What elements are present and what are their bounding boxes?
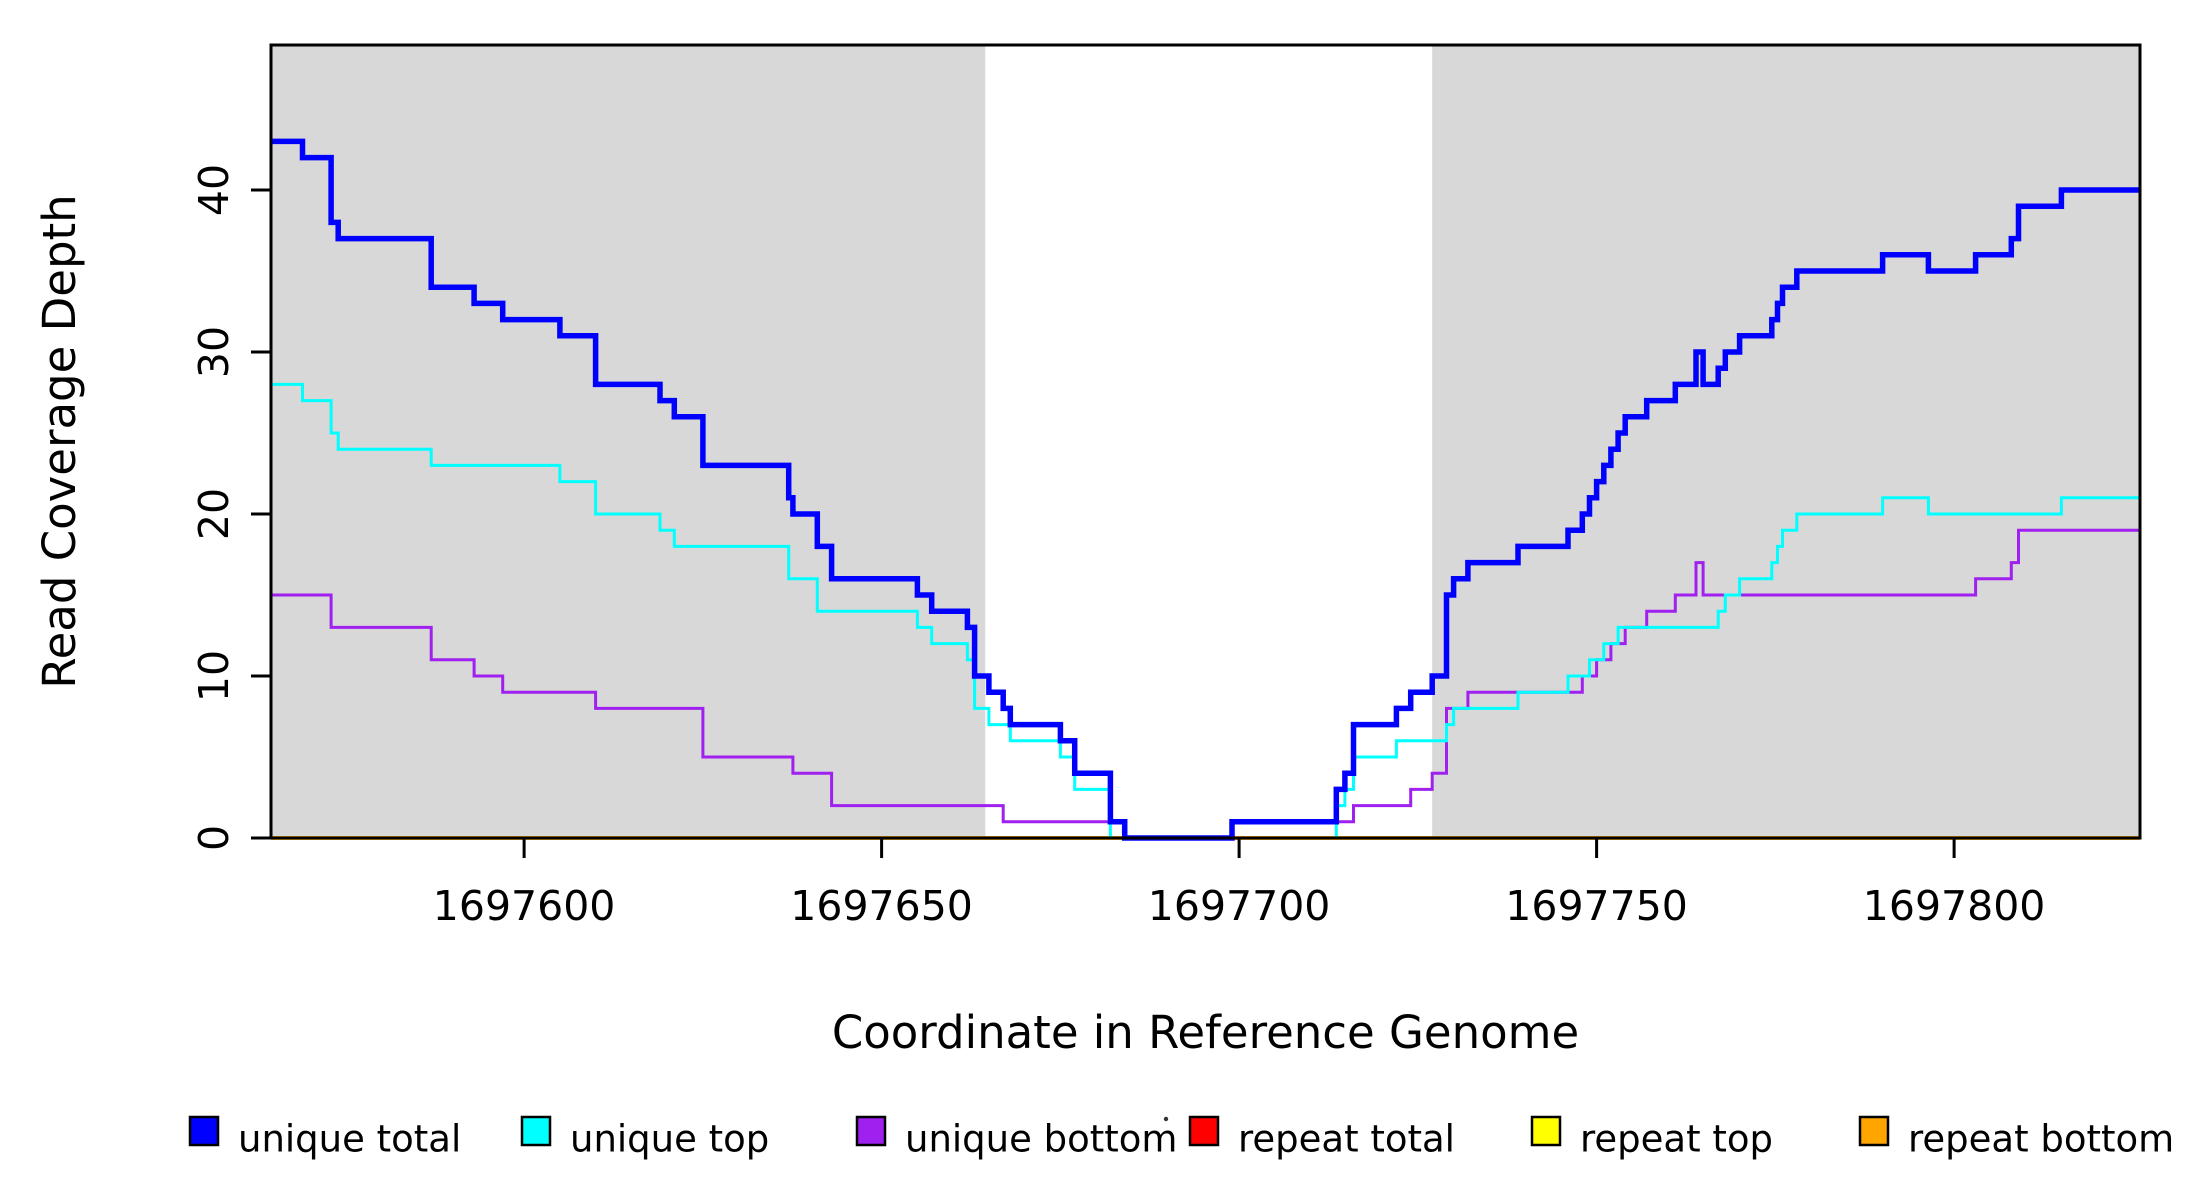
legend-swatch-repeat-total <box>1188 1115 1220 1147</box>
legend-label-unique-bottom: unique bottom <box>905 1118 1177 1161</box>
x-tick-label: 1697800 <box>1863 882 2046 930</box>
y-tick-label: 30 <box>190 326 238 378</box>
legend-swatch-unique-total <box>188 1115 220 1147</box>
stray-dot <box>1163 1116 1169 1122</box>
legend-label-unique-top: unique top <box>570 1118 769 1161</box>
unique-region-right <box>1432 45 2140 838</box>
x-tick-label: 1697750 <box>1505 882 1688 930</box>
series-line-unique-top <box>271 382 2140 840</box>
x-tick-label: 1697600 <box>433 882 616 930</box>
plot-box <box>269 43 2142 840</box>
y-axis-title: Read Coverage Depth <box>33 194 86 688</box>
legend-label-unique-total: unique total <box>238 1118 461 1161</box>
legend-label-repeat-top: repeat top <box>1580 1118 1773 1161</box>
legend-swatch-repeat-bottom <box>1858 1115 1890 1147</box>
legend-swatch-repeat-top <box>1530 1115 1562 1147</box>
x-tick-label: 1697700 <box>1148 882 1331 930</box>
x-axis-title: Coordinate in Reference Genome <box>832 1006 1579 1059</box>
series-line-unique-total <box>271 138 2140 841</box>
y-tick-label: 20 <box>190 488 238 540</box>
legend-label-repeat-bottom: repeat bottom <box>1908 1118 2174 1161</box>
x-tick-label: 1697650 <box>790 882 973 930</box>
legend-swatch-unique-top <box>520 1115 552 1147</box>
y-tick-label: 40 <box>190 164 238 216</box>
legend-swatch-unique-bottom <box>855 1115 887 1147</box>
series-line-unique-bottom <box>271 528 2140 840</box>
legend-label-repeat-total: repeat total <box>1238 1118 1455 1161</box>
y-tick-label: 10 <box>190 650 238 702</box>
y-tick-label: 0 <box>190 825 238 851</box>
unique-region-left <box>271 45 986 838</box>
